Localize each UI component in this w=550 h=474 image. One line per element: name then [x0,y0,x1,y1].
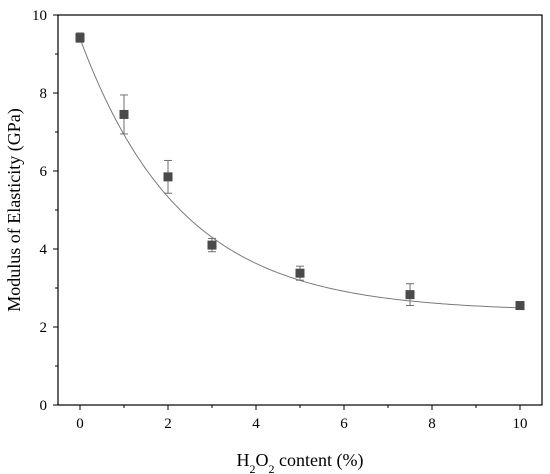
y-tick-label: 0 [40,398,48,414]
error-bars-layer [76,32,524,308]
data-points-layer [75,33,525,311]
x-tick-label: 4 [252,416,260,432]
y-tick-label: 8 [40,86,48,102]
x-tick-label: 2 [164,416,172,432]
y-tick-label: 4 [40,242,48,258]
data-point [163,172,173,182]
data-point [515,301,525,311]
ticks: 0 2 4 6 8 10 0 2 4 6 8 10 [32,8,528,432]
plot-frame [57,14,543,406]
data-point [405,290,415,300]
data-point [75,33,85,43]
y-tick-label: 2 [40,320,48,336]
y-axis-title: Modulus of Elasticity (GPa) [4,108,25,311]
x-tick-label: 8 [428,416,436,432]
data-point [207,240,217,250]
data-point [295,268,305,278]
y-tick-label: 10 [32,8,47,24]
axes [57,14,543,406]
y-tick-label: 6 [40,164,48,180]
data-point [119,109,129,119]
x-tick-label: 6 [340,416,348,432]
x-axis-title: H2O2 content (%) [237,450,364,474]
x-tick-label: 0 [76,416,84,432]
x-tick-label: 10 [513,416,528,432]
